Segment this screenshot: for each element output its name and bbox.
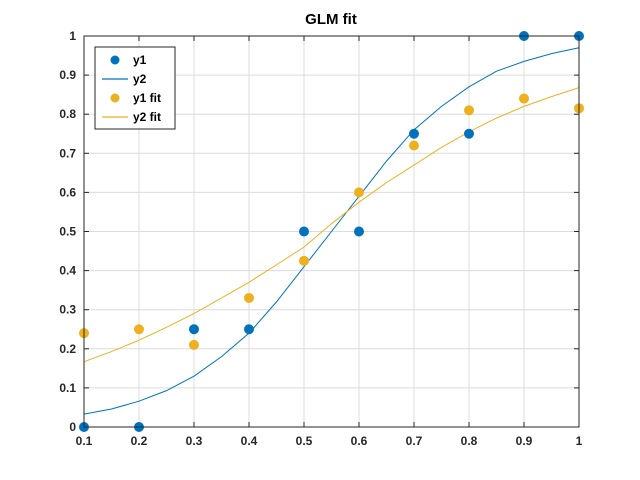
data-point-y1-fit [409, 140, 419, 151]
data-point-y1-fit [244, 292, 254, 303]
data-point-y1-fit [189, 339, 199, 350]
series-line-y2 [83, 47, 580, 415]
y-tick-label: 0.3 [59, 303, 76, 317]
y-tick-label: 0 [69, 420, 76, 434]
y-tick-label: 0.9 [59, 68, 76, 82]
x-tick-label: 0.4 [241, 434, 258, 448]
y-tick-label: 0.7 [59, 146, 76, 160]
legend-marker [110, 55, 120, 65]
y-tick-label: 1 [69, 29, 76, 43]
y-tick-label: 0.6 [59, 185, 76, 199]
data-point-y1 [189, 324, 199, 335]
y-tick-label: 0.1 [59, 381, 76, 395]
legend-label: y1 fit [133, 91, 161, 105]
y-tick-label: 0.8 [59, 107, 76, 121]
x-tick-label: 0.7 [406, 434, 423, 448]
data-point-y1 [409, 128, 419, 139]
data-point-y1 [299, 226, 309, 237]
y-tick-label: 0.2 [59, 342, 76, 356]
chart-title: GLM fit [305, 11, 357, 28]
legend-label: y2 fit [133, 110, 161, 124]
x-tick-label: 0.9 [516, 434, 533, 448]
data-point-y1-fit [354, 187, 364, 198]
x-tick-label: 0.3 [186, 434, 203, 448]
y-tick-label: 0.4 [59, 264, 76, 278]
legend-marker [110, 93, 120, 103]
x-tick-label: 0.5 [296, 434, 313, 448]
data-point-y1 [464, 128, 474, 139]
plot-series [79, 31, 584, 432]
legend: y1 y2 y1 fit y2 fit [94, 46, 176, 130]
data-point-y1 [244, 324, 254, 335]
x-tick-label: 0.8 [461, 434, 478, 448]
data-point-y1-fit [134, 324, 144, 335]
data-point-y1-fit [464, 105, 474, 116]
series-line-y2-fit [83, 87, 580, 363]
data-point-y1-fit [299, 255, 309, 266]
legend-box [94, 46, 176, 130]
data-point-y1 [354, 226, 364, 237]
legend-label: y1 [133, 53, 147, 67]
y-tick-label: 0.5 [59, 225, 76, 239]
legend-label: y2 [133, 72, 147, 86]
x-tick-label: 0.2 [131, 434, 148, 448]
data-point-y1-fit [519, 93, 529, 104]
axes-box [83, 35, 580, 428]
x-tick-label: 0.6 [351, 434, 368, 448]
x-tick-label: 1 [576, 434, 583, 448]
x-tick-label: 0.1 [76, 434, 93, 448]
